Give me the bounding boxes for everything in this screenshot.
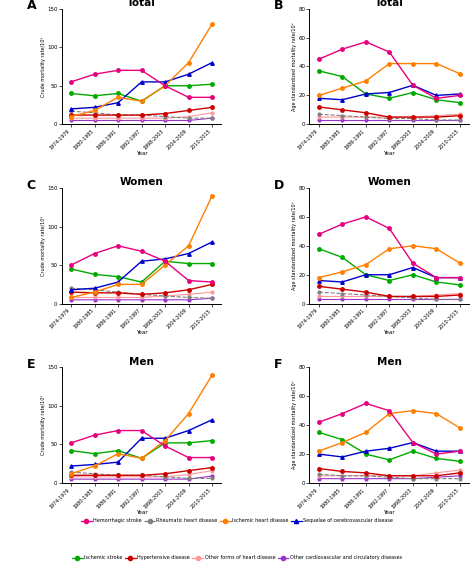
Y-axis label: Crude mortality rate/10⁵: Crude mortality rate/10⁵ xyxy=(41,216,46,276)
X-axis label: Year: Year xyxy=(136,509,147,515)
X-axis label: Year: Year xyxy=(136,151,147,156)
X-axis label: Year: Year xyxy=(383,509,395,515)
Text: D: D xyxy=(274,179,284,191)
Text: E: E xyxy=(27,358,35,371)
X-axis label: Year: Year xyxy=(383,330,395,335)
Title: Women: Women xyxy=(367,177,411,187)
Legend: Ischemic stroke, Hypertensive disease, Other forms of heart disease, Other cardi: Ischemic stroke, Hypertensive disease, O… xyxy=(70,553,404,562)
Legend: Hemorrhagic stroke, Rheumatic heart disease, Ischemic heart disease, Sequelae of: Hemorrhagic stroke, Rheumatic heart dise… xyxy=(79,516,395,526)
Title: Men: Men xyxy=(129,356,154,366)
Y-axis label: Age standardized mortality rate/10⁵: Age standardized mortality rate/10⁵ xyxy=(292,381,297,469)
X-axis label: Year: Year xyxy=(136,330,147,335)
Text: B: B xyxy=(274,0,284,13)
Y-axis label: Crude mortality rate/10⁵: Crude mortality rate/10⁵ xyxy=(41,36,46,97)
Title: Men: Men xyxy=(377,356,402,366)
Y-axis label: Crude mortality rate/10⁵: Crude mortality rate/10⁵ xyxy=(41,395,46,455)
Text: F: F xyxy=(274,358,283,371)
Title: Women: Women xyxy=(119,177,164,187)
Text: C: C xyxy=(27,179,36,191)
Y-axis label: Age standardized mortality rate/10⁵: Age standardized mortality rate/10⁵ xyxy=(292,22,297,111)
X-axis label: Year: Year xyxy=(383,151,395,156)
Title: Total: Total xyxy=(375,0,404,8)
Text: A: A xyxy=(27,0,36,13)
Title: Total: Total xyxy=(127,0,156,8)
Y-axis label: Age standardized mortality rate/10⁵: Age standardized mortality rate/10⁵ xyxy=(292,201,297,290)
